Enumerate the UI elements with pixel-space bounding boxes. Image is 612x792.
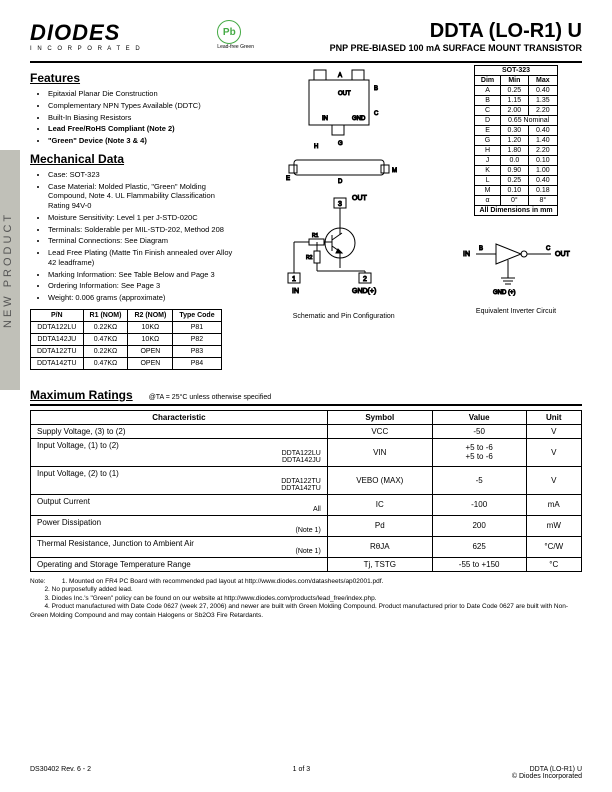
table-header: R2 (NOM) <box>128 309 173 321</box>
svg-text:E: E <box>286 176 290 182</box>
table-row: D0.65 Nominal <box>475 116 557 126</box>
table-row: K0.901.00 <box>475 166 557 176</box>
table-row: B1.151.35 <box>475 96 557 106</box>
table-row: H1.802.20 <box>475 146 557 156</box>
package-outline-diagram: OUT IN GND B C A G H M E D <box>274 65 414 185</box>
mechanical-item: Case Material: Molded Plastic, "Green" M… <box>48 182 237 211</box>
mechanical-item: Terminals: Solderable per MIL-STD-202, M… <box>48 225 237 235</box>
pb-badge-block: Pb Lead-free Green <box>217 20 254 50</box>
mechanical-item: Case: SOT-323 <box>48 170 237 180</box>
ratings-heading: Maximum Ratings <box>30 388 133 402</box>
lead-free-label: Lead-free Green <box>217 44 254 50</box>
svg-text:B: B <box>479 246 483 252</box>
table-row: G1.201.40 <box>475 136 557 146</box>
svg-text:IN: IN <box>292 288 299 295</box>
inverter-caption: Equivalent Inverter Circuit <box>476 308 556 315</box>
mechanical-item: Lead Free Plating (Matte Tin Finish anne… <box>48 248 237 268</box>
table-row: Input Voltage, (2) to (1)DDTA122TUDDTA14… <box>31 466 582 494</box>
mechanical-item: Marking Information: See Table Below and… <box>48 270 237 280</box>
feature-item: Complementary NPN Types Available (DDTC) <box>48 101 237 111</box>
table-row: C2.002.20 <box>475 106 557 116</box>
table-row: DDTA122LU0.22KΩ10KΩP81 <box>31 321 222 333</box>
notes-label: Note: <box>30 578 60 586</box>
footer-left: DS30402 Rev. 6 - 2 <box>30 766 91 780</box>
svg-text:H: H <box>314 144 318 150</box>
svg-text:OUT: OUT <box>555 251 571 258</box>
schematic-caption: Schematic and Pin Configuration <box>293 313 395 320</box>
footer: DS30402 Rev. 6 - 2 1 of 3 DDTA (LO-R1) U… <box>30 766 582 780</box>
table-row: E0.300.40 <box>475 126 557 136</box>
svg-text:C: C <box>374 111 379 117</box>
svg-text:M: M <box>392 168 397 174</box>
svg-text:R2: R2 <box>306 255 313 261</box>
mechanical-list: Case: SOT-323 Case Material: Molded Plast… <box>30 170 237 303</box>
mechanical-item: Moisture Sensitivity: Level 1 per J-STD-… <box>48 213 237 223</box>
feature-item: Built-In Biasing Resistors <box>48 113 237 123</box>
svg-text:B: B <box>374 86 378 92</box>
footer-center: 1 of 3 <box>293 766 311 780</box>
mechanical-heading: Mechanical Data <box>30 152 237 166</box>
title-block: DDTA (LO-R1) U PNP PRE-BIASED 100 mA SUR… <box>330 20 582 53</box>
part-number-table: P/NR1 (NOM)R2 (NOM)Type CodeDDTA122LU0.2… <box>30 309 222 370</box>
svg-text:OUT: OUT <box>352 195 368 202</box>
table-row: DDTA122TU0.22KΩOPENP83 <box>31 345 222 357</box>
table-row: J0.00.10 <box>475 156 557 166</box>
lead-free-icon: Pb <box>217 20 241 44</box>
svg-text:C: C <box>546 246 551 252</box>
table-header: P/N <box>31 309 84 321</box>
table-row: Thermal Resistance, Junction to Ambient … <box>31 536 582 557</box>
svg-text:A: A <box>338 73 342 79</box>
svg-text:1: 1 <box>292 276 296 283</box>
dim-table-title: SOT-323 <box>475 66 557 76</box>
feature-item: "Green" Device (Note 3 & 4) <box>48 136 237 146</box>
table-row: α0°8° <box>475 196 557 206</box>
features-list: Epitaxial Planar Die Construction Complem… <box>30 89 237 146</box>
schematic-diagram: 3 OUT R1 R2 1 IN 2 GND(+) <box>284 193 404 303</box>
svg-text:GND(+): GND(+) <box>352 288 376 295</box>
table-row: Supply Voltage, (3) to (2)VCC-50V <box>31 424 582 438</box>
svg-text:D: D <box>338 179 343 185</box>
feature-item: Lead Free/RoHS Compliant (Note 2) <box>48 124 237 134</box>
table-row: Output CurrentAllIC-100mA <box>31 494 582 515</box>
feature-item: Epitaxial Planar Die Construction <box>48 89 237 99</box>
mechanical-item: Ordering Information: See Page 3 <box>48 281 237 291</box>
table-header: Type Code <box>173 309 221 321</box>
footer-right: DDTA (LO-R1) U© Diodes Incorporated <box>512 766 582 780</box>
table-row: DDTA142TU0.47KΩOPENP84 <box>31 357 222 369</box>
dimension-table: SOT-323DimMinMaxA0.250.40B1.151.35C2.002… <box>474 65 557 216</box>
svg-text:2: 2 <box>363 276 367 283</box>
maximum-ratings-table: CharacteristicSymbolValueUnitSupply Volt… <box>30 410 582 572</box>
inverter-circuit-diagram: IN B C OUT GND (+) <box>461 236 571 306</box>
mechanical-item: Weight: 0.006 grams (approximate) <box>48 293 237 303</box>
svg-text:IN: IN <box>322 116 328 122</box>
dim-table-footer: All Dimensions in mm <box>475 206 557 216</box>
svg-text:GND: GND <box>352 116 366 122</box>
table-row: Input Voltage, (1) to (2)DDTA122LUDDTA14… <box>31 438 582 466</box>
header: DIODES I N C O R P O R A T E D Pb Lead-f… <box>30 20 582 53</box>
logo-main: DIODES <box>30 20 142 46</box>
table-row: A0.250.40 <box>475 86 557 96</box>
table-row: M0.100.18 <box>475 186 557 196</box>
part-number-title: DDTA (LO-R1) U <box>330 20 582 43</box>
table-header: R1 (NOM) <box>83 309 128 321</box>
svg-text:3: 3 <box>338 201 342 208</box>
svg-text:R1: R1 <box>312 233 319 239</box>
new-product-tab: NEW PRODUCT <box>0 150 20 390</box>
table-row: L0.250.40 <box>475 176 557 186</box>
svg-text:GND (+): GND (+) <box>493 290 516 296</box>
table-row: Power Dissipation(Note 1)Pd200mW <box>31 515 582 536</box>
features-heading: Features <box>30 71 237 85</box>
ratings-condition: @TA = 25°C unless otherwise specified <box>149 394 271 401</box>
logo-block: DIODES I N C O R P O R A T E D <box>30 20 142 52</box>
table-row: DDTA142JU0.47KΩ10KΩP82 <box>31 333 222 345</box>
svg-text:OUT: OUT <box>338 91 351 97</box>
notes-block: Note: 1. Mounted on FR4 PC Board with re… <box>30 578 582 620</box>
mechanical-item: Terminal Connections: See Diagram <box>48 236 237 246</box>
part-description: PNP PRE-BIASED 100 mA SURFACE MOUNT TRAN… <box>330 43 582 53</box>
table-row: Operating and Storage Temperature RangeT… <box>31 557 582 571</box>
svg-text:IN: IN <box>463 251 470 258</box>
svg-text:G: G <box>338 141 343 147</box>
logo-sub: I N C O R P O R A T E D <box>30 46 142 52</box>
